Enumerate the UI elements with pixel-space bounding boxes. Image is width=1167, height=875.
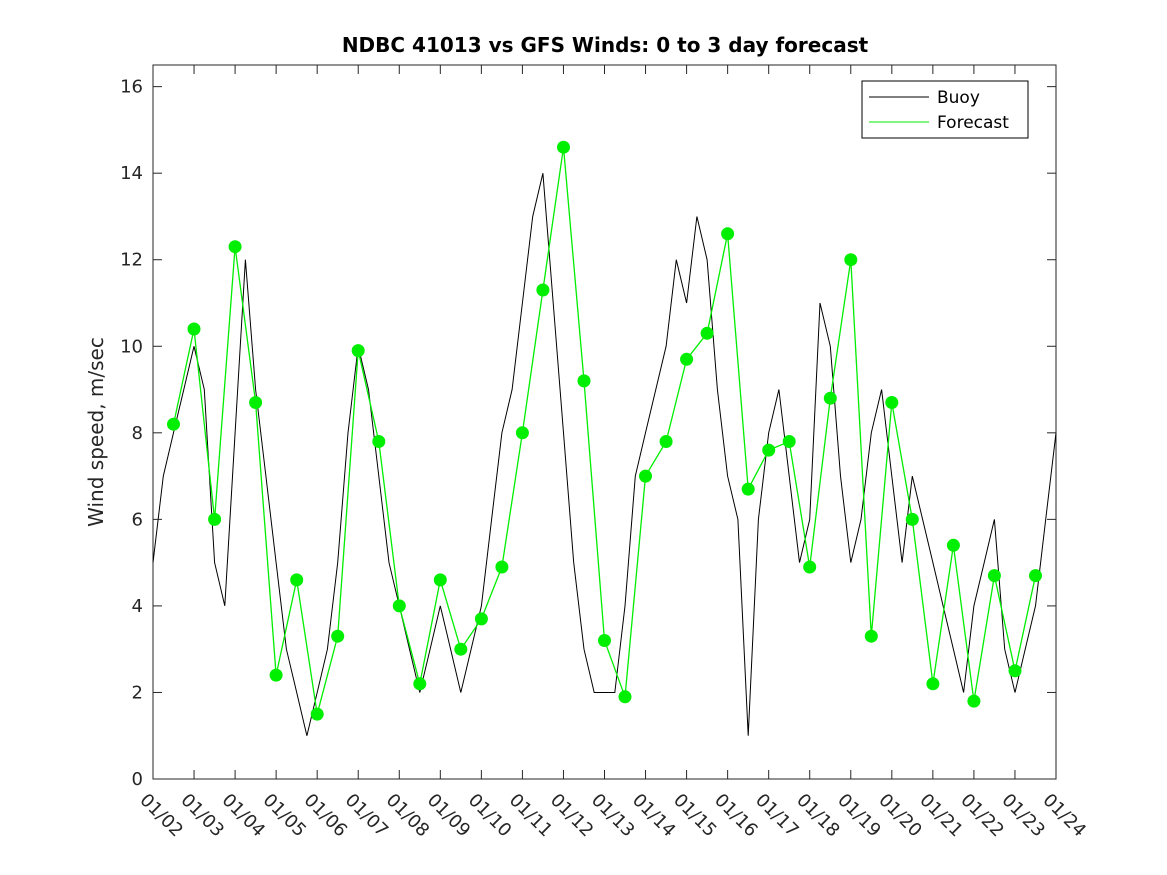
forecast-point: [557, 140, 570, 154]
legend-label-buoy: Buoy: [937, 88, 980, 108]
y-tick-label: 12: [120, 250, 143, 271]
forecast-point: [310, 707, 324, 721]
forecast-point: [208, 512, 222, 526]
forecast-point: [680, 352, 694, 366]
forecast-point: [1008, 664, 1022, 678]
forecast-point: [331, 629, 345, 643]
forecast-point: [290, 573, 304, 587]
forecast-point: [659, 435, 673, 448]
forecast-point: [967, 694, 981, 708]
y-tick-label: 2: [132, 682, 143, 703]
forecast-point: [823, 391, 837, 405]
forecast-point: [392, 599, 406, 613]
forecast-point: [187, 322, 201, 336]
y-tick-label: 14: [120, 163, 143, 184]
buoy-series-line: [152, 173, 1057, 736]
forecast-point: [700, 326, 714, 340]
plot-area: [152, 64, 1057, 780]
y-tick-label: 0: [132, 769, 143, 790]
forecast-point: [987, 569, 1001, 583]
forecast-point: [433, 573, 447, 587]
forecast-point: [495, 560, 509, 574]
forecast-point: [372, 435, 386, 448]
forecast-point: [885, 396, 899, 409]
forecast-point: [269, 668, 283, 682]
forecast-point: [782, 435, 796, 448]
forecast-point: [167, 417, 180, 431]
forecast-point: [803, 560, 817, 574]
forecast-point: [1029, 569, 1042, 583]
forecast-point: [515, 426, 529, 440]
forecast-point: [946, 538, 960, 552]
forecast-point: [905, 512, 919, 526]
forecast-point: [762, 443, 776, 457]
forecast-point: [536, 283, 550, 297]
forecast-point: [228, 240, 242, 254]
y-tick-label: 4: [132, 596, 143, 617]
forecast-point: [454, 642, 468, 656]
y-tick-label: 6: [132, 509, 143, 530]
forecast-point: [249, 396, 263, 409]
y-tick-label: 10: [120, 336, 143, 357]
chart-title: NDBC 41013 vs GFS Winds: 0 to 3 day fore…: [342, 33, 869, 57]
forecast-point: [598, 634, 611, 647]
forecast-point: [639, 469, 652, 483]
forecast-point: [721, 227, 735, 241]
y-tick-label: 16: [120, 77, 143, 98]
forecast-point: [741, 482, 755, 496]
forecast-point: [474, 612, 488, 626]
forecast-point: [413, 677, 427, 691]
forecast-point: [577, 374, 591, 388]
forecast-point: [864, 629, 878, 643]
forecast-point: [926, 677, 940, 691]
forecast-point: [844, 253, 858, 267]
y-axis: 0 2 4 6 8 10 12 14 16: [120, 77, 1056, 790]
y-axis-label: Wind speed, m/sec: [84, 337, 108, 527]
legend-box: [861, 80, 1029, 139]
y-tick-label: 8: [132, 423, 143, 444]
legend: Buoy Forecast: [861, 80, 1029, 139]
legend-label-forecast: Forecast: [937, 113, 1009, 133]
axes-box: [152, 64, 1057, 780]
forecast-point: [351, 344, 365, 358]
forecast-point: [618, 690, 632, 704]
